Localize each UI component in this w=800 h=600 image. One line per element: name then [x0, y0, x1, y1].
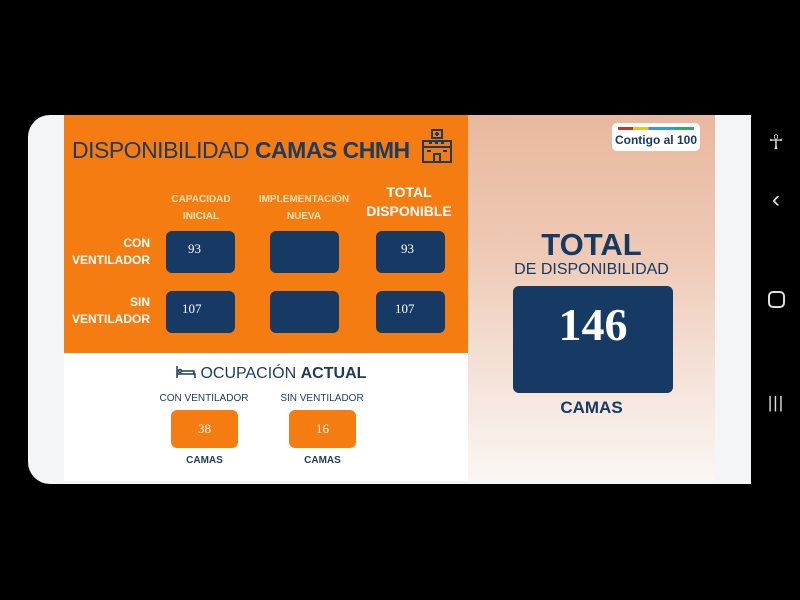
summary-subtitle: DE DISPONIBILIDAD — [514, 261, 669, 278]
value-box: 107 — [166, 291, 235, 333]
infographic: DISPONIBILIDAD CAMAS CHMH CAPACIDAD INICI… — [64, 115, 715, 481]
availability-panel: DISPONIBILIDAD CAMAS CHMH CAPACIDAD INICI… — [64, 115, 468, 353]
value-box: 93 — [166, 231, 235, 273]
title-light: DISPONIBILIDAD — [72, 137, 250, 163]
summary-title: TOTAL — [541, 227, 642, 262]
occupancy-panel: OCUPACIÓN ACTUAL CON VENTILADOR 38 CAMAS… — [64, 353, 468, 481]
contigo-logo: Contigo al 100 — [612, 123, 700, 151]
row-header-sin-ventilador: SIN VENTILADOR — [72, 295, 150, 326]
summary-panel: Contigo al 100 TOTAL DE DISPONIBILIDAD 1… — [468, 115, 715, 481]
value-box — [270, 231, 339, 273]
summary-unit: CAMAS — [560, 398, 623, 417]
value-box: 93 — [376, 231, 445, 273]
value-box: 107 — [376, 291, 445, 333]
occupancy-value: 16 — [289, 410, 356, 448]
column-header-implementacion: IMPLEMENTACIÓN NUEVA — [258, 194, 350, 222]
occupancy-label: SIN VENTILADOR — [280, 393, 364, 404]
occupancy-title: OCUPACIÓN ACTUAL — [176, 365, 366, 383]
total-value: 146 — [513, 286, 673, 393]
hospital-icon — [422, 129, 452, 163]
back-icon[interactable]: ‹ — [772, 186, 780, 213]
occupancy-label: CON VENTILADOR — [159, 393, 249, 404]
row-header-con-ventilador: CON VENTILADOR — [72, 236, 150, 267]
accessibility-icon[interactable]: ☥ — [768, 132, 784, 154]
occupancy-value: 38 — [171, 410, 238, 448]
occupancy-unit: CAMAS — [304, 455, 341, 466]
recents-icon[interactable]: ||| — [767, 393, 785, 412]
home-icon[interactable] — [765, 291, 787, 308]
title-bold: CAMAS CHMH — [254, 137, 410, 163]
page-title: DISPONIBILIDAD CAMAS CHMH — [72, 137, 410, 164]
value-box — [270, 291, 339, 333]
occupancy-unit: CAMAS — [186, 455, 223, 466]
column-header-total: TOTAL DISPONIBLE — [366, 184, 452, 219]
column-header-capacidad: CAPACIDAD INICIAL — [171, 194, 231, 222]
bed-icon — [176, 366, 196, 378]
